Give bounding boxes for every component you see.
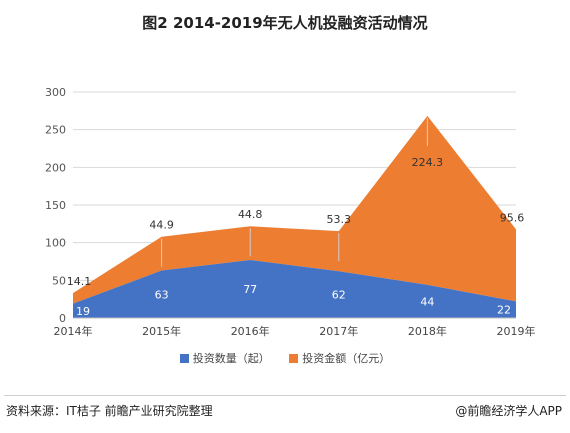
legend-label-count: 投资数量（起） bbox=[192, 352, 270, 365]
area-count bbox=[73, 259, 516, 318]
data-label-count-3: 62 bbox=[332, 289, 346, 302]
legend-swatch-count bbox=[179, 353, 189, 363]
x-tick-label-4: 2018年 bbox=[408, 324, 447, 338]
data-label-count-0: 19 bbox=[76, 305, 90, 318]
y-tick-label-1: 50 bbox=[52, 274, 66, 287]
x-tick-label-0: 2014年 bbox=[54, 324, 93, 338]
data-label-count-4: 44 bbox=[420, 295, 434, 308]
y-tick-label-4: 200 bbox=[45, 161, 66, 174]
data-label-amount-3: 53.3 bbox=[327, 213, 352, 226]
source-note: 资料来源：IT桔子 前瞻产业研究院整理 bbox=[6, 404, 213, 418]
brand-credit: @前瞻经济学人APP bbox=[455, 404, 562, 418]
legend-label-amount: 投资金额（亿元） bbox=[302, 352, 391, 365]
data-label-amount-5: 95.6 bbox=[500, 211, 525, 224]
footer-divider bbox=[4, 395, 566, 396]
data-label-amount-2: 44.8 bbox=[238, 208, 263, 221]
x-tick-label-2: 2016年 bbox=[231, 324, 270, 338]
data-label-amount-1: 44.9 bbox=[149, 219, 174, 232]
x-tick-label-1: 2015年 bbox=[142, 324, 181, 338]
y-tick-label-3: 150 bbox=[45, 199, 66, 212]
data-label-count-5: 22 bbox=[497, 304, 511, 317]
y-tick-label-6: 300 bbox=[45, 86, 66, 99]
y-tick-label-2: 100 bbox=[45, 237, 66, 250]
legend-item-amount[interactable]: 投资金额（亿元） bbox=[289, 350, 390, 366]
legend-swatch-amount bbox=[289, 353, 299, 363]
x-tick-label-5: 2019年 bbox=[497, 324, 536, 338]
area-amount bbox=[73, 115, 516, 304]
data-label-amount-0: 14.1 bbox=[67, 275, 92, 288]
x-tick-label-3: 2017年 bbox=[319, 324, 358, 338]
data-label-amount-4: 224.3 bbox=[412, 156, 444, 169]
y-tick-label-5: 250 bbox=[45, 124, 66, 137]
chart-legend: 投资数量（起） 投资金额（亿元） bbox=[0, 350, 570, 366]
data-label-count-1: 63 bbox=[155, 288, 169, 301]
data-label-count-2: 77 bbox=[243, 283, 257, 296]
legend-item-count[interactable]: 投资数量（起） bbox=[179, 350, 270, 366]
y-tick-label-0: 0 bbox=[59, 312, 66, 325]
chart-title: 图2 2014-2019年无人机投融资活动情况 bbox=[142, 14, 428, 32]
